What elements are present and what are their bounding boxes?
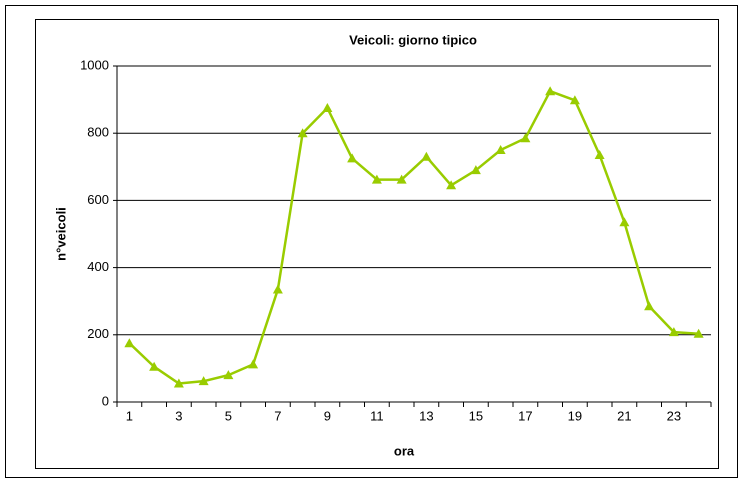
data-point	[396, 174, 407, 184]
data-point	[545, 86, 556, 96]
data-point	[495, 145, 506, 154]
y-tick-label: 1000	[80, 57, 109, 72]
data-point	[446, 180, 457, 190]
x-tick-label: 5	[225, 408, 232, 423]
x-tick-label: 19	[568, 408, 582, 423]
data-point	[124, 338, 135, 348]
data-point	[470, 165, 481, 175]
y-tick-label: 200	[87, 326, 109, 341]
y-tick-label: 0	[102, 393, 109, 408]
x-tick-label: 13	[419, 408, 433, 423]
y-tick-label: 800	[87, 125, 109, 140]
chart-title: Veicoli: giorno tipico	[349, 32, 477, 47]
x-tick-label: 1	[126, 408, 133, 423]
data-point	[272, 284, 283, 294]
data-point	[594, 150, 605, 160]
x-tick-label: 21	[617, 408, 631, 423]
x-tick-label: 3	[175, 408, 182, 423]
x-tick-label: 23	[667, 408, 681, 423]
data-point	[644, 301, 655, 311]
x-tick-label: 7	[274, 408, 281, 423]
series-line	[128, 89, 699, 385]
data-point	[693, 328, 704, 338]
x-axis-label: ora	[394, 443, 415, 458]
data-point	[619, 217, 630, 227]
data-point	[149, 361, 160, 371]
x-tick-label: 11	[370, 408, 384, 423]
x-tick-label: 9	[324, 408, 331, 423]
data-point	[668, 327, 679, 337]
data-point	[297, 128, 308, 138]
x-tick-label: 17	[518, 408, 532, 423]
data-point	[248, 359, 259, 369]
data-point	[198, 376, 209, 386]
data-point	[322, 103, 333, 112]
data-point	[173, 378, 184, 388]
data-point	[520, 133, 531, 143]
data-point	[569, 95, 580, 105]
data-point	[371, 174, 382, 184]
y-tick-label: 600	[87, 192, 109, 207]
x-tick-label: 15	[469, 408, 483, 423]
data-point	[223, 370, 234, 380]
y-tick-label: 400	[87, 259, 109, 274]
data-point	[421, 151, 432, 161]
chart-area	[35, 19, 719, 469]
y-axis-label: n°veicoli	[53, 207, 68, 261]
data-point	[347, 153, 358, 163]
